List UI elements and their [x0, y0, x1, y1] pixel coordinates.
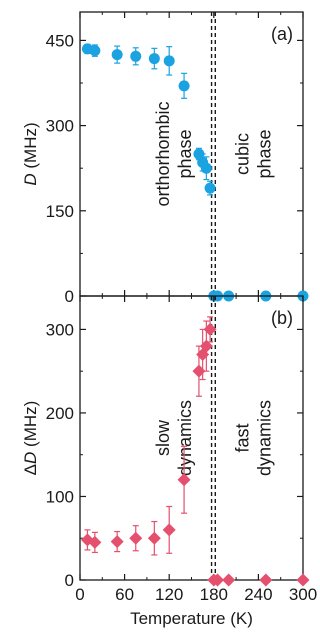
annotation-line: dynamics	[254, 400, 274, 476]
x-tick-label: 240	[244, 585, 272, 604]
y-tick-label: 300	[46, 117, 74, 136]
data-point	[110, 535, 124, 549]
data-point	[222, 573, 236, 587]
data-point	[178, 80, 190, 92]
x-tick-label: 0	[75, 585, 84, 604]
data-point	[193, 148, 205, 160]
y-tick-label: 200	[46, 404, 74, 423]
data-point	[88, 535, 102, 549]
x-tick-label: 180	[200, 585, 228, 604]
panel-b: 0 100 200 300 0 60 120 180 240 300 Temperature (K)…	[21, 295, 317, 628]
x-tick-label: 120	[155, 585, 183, 604]
data-point	[204, 182, 216, 194]
data-point	[147, 531, 161, 545]
data-point	[199, 339, 213, 353]
y-axis-unit: (MHz)	[21, 122, 40, 173]
data-point	[111, 49, 123, 61]
annotation-left: orthorhombic phase	[153, 101, 195, 206]
annotation-line: fast	[232, 423, 252, 452]
annotation-line: phase	[254, 129, 274, 178]
annotation-line: phase	[175, 129, 195, 178]
panel-label: (b)	[271, 308, 293, 328]
data-point	[200, 162, 212, 174]
data-point	[130, 50, 142, 62]
x-tick-label: 60	[115, 585, 134, 604]
y-axis-unit: (MHz)	[21, 401, 40, 452]
y-tick-label: 100	[46, 487, 74, 506]
data-point	[89, 45, 101, 57]
data-point	[129, 531, 143, 545]
y-axis-symbol: Δ	[21, 464, 40, 475]
annotation-line: dynamics	[175, 400, 195, 476]
annotation-line: orthorhombic	[153, 101, 173, 206]
y-tick-label: 150	[46, 202, 74, 221]
data-point	[163, 55, 175, 67]
data-point	[296, 573, 310, 587]
panel-label: (a)	[271, 24, 293, 44]
annotation-left: slow dynamics	[153, 400, 195, 476]
data-point	[177, 473, 191, 487]
y-tick-label: 300	[46, 320, 74, 339]
y-tick-label: 0	[65, 571, 74, 590]
annotation-line: slow	[153, 419, 173, 456]
data-point	[148, 53, 160, 65]
annotation-right: cubic phase	[232, 129, 274, 178]
data-point	[162, 523, 176, 537]
y-axis-symbol: D	[21, 173, 40, 185]
y-axis-label: ΔD (MHz)	[21, 401, 40, 476]
data-point	[259, 573, 273, 587]
annotation-line: cubic	[232, 133, 252, 175]
y-axis-symbol-d: D	[21, 452, 40, 464]
y-axis-label: D (MHz)	[21, 122, 40, 185]
y-tick-label: 450	[46, 31, 74, 50]
data-point	[203, 322, 217, 336]
data-point	[211, 573, 225, 587]
x-tick-label: 300	[289, 585, 317, 604]
x-axis-label: Temperature (K)	[130, 609, 253, 628]
y-tick-label: 0	[65, 287, 74, 306]
annotation-right: fast dynamics	[232, 400, 274, 476]
